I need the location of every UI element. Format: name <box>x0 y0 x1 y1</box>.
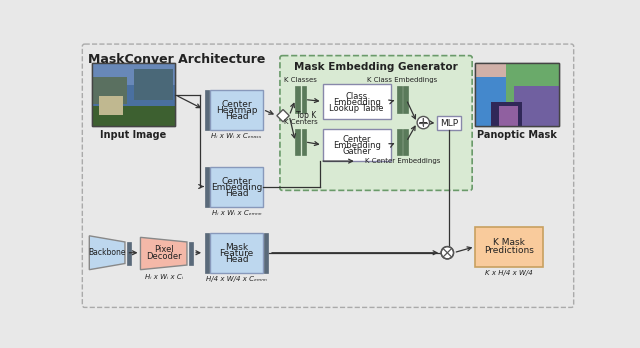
Bar <box>397 86 402 113</box>
Text: MaskConver Architecture: MaskConver Architecture <box>88 53 265 65</box>
Bar <box>92 77 127 104</box>
Text: Top K: Top K <box>296 111 316 120</box>
Bar <box>205 166 209 207</box>
Bar <box>189 242 193 265</box>
Bar <box>476 63 559 86</box>
Text: K Class Embeddings: K Class Embeddings <box>367 77 438 82</box>
Text: Hᵢ x Wᵢ x Cₑₙₐₛₛ: Hᵢ x Wᵢ x Cₑₙₐₛₛ <box>211 133 262 139</box>
Text: Hᵢ x Wᵢ x Cₑₘₙₙ: Hᵢ x Wᵢ x Cₑₘₙₙ <box>212 210 261 216</box>
Bar <box>403 86 408 113</box>
Bar <box>476 227 543 267</box>
Bar <box>499 106 518 126</box>
Text: K x H/4 x W/4: K x H/4 x W/4 <box>486 270 533 276</box>
Bar <box>264 233 268 273</box>
Polygon shape <box>277 110 289 122</box>
Bar <box>296 86 300 113</box>
Bar <box>301 86 307 113</box>
Polygon shape <box>90 236 125 270</box>
Text: Backbone: Backbone <box>88 248 126 257</box>
Text: Heatmap: Heatmap <box>216 106 257 115</box>
Circle shape <box>417 117 429 129</box>
Text: Mask: Mask <box>225 243 248 252</box>
Text: Center: Center <box>221 100 252 109</box>
Bar <box>476 63 559 126</box>
Bar <box>127 242 131 265</box>
Text: Head: Head <box>225 255 248 264</box>
Text: Panoptic Mask: Panoptic Mask <box>477 130 557 140</box>
Bar <box>92 63 175 126</box>
Bar <box>437 117 461 130</box>
Bar <box>99 96 123 115</box>
Text: Feature: Feature <box>220 249 253 258</box>
Text: Predictions: Predictions <box>484 246 534 255</box>
Text: Head: Head <box>225 189 248 198</box>
Bar <box>210 89 263 129</box>
Text: H/4 x W/4 x Cₑₘₙₙ: H/4 x W/4 x Cₑₘₙₙ <box>206 276 267 282</box>
Text: Center: Center <box>342 135 371 144</box>
Text: Class: Class <box>346 92 368 101</box>
Bar <box>92 63 175 88</box>
Bar <box>491 102 522 126</box>
FancyBboxPatch shape <box>83 44 573 307</box>
Text: Hᵢ x Wᵢ x Cᵢ: Hᵢ x Wᵢ x Cᵢ <box>145 274 182 280</box>
Bar <box>92 88 175 126</box>
Text: Embedding: Embedding <box>211 183 262 192</box>
Text: K Classes: K Classes <box>284 77 317 82</box>
Bar <box>506 63 559 102</box>
Bar <box>476 77 514 126</box>
FancyBboxPatch shape <box>280 56 472 190</box>
Bar <box>210 233 263 273</box>
Text: Mask Embedding Generator: Mask Embedding Generator <box>294 62 458 72</box>
Text: +: + <box>418 116 429 129</box>
Text: Center: Center <box>221 177 252 185</box>
Text: Pixel: Pixel <box>154 245 173 254</box>
Bar <box>296 129 300 155</box>
Bar <box>323 129 391 161</box>
Bar <box>210 166 263 207</box>
Bar <box>403 129 408 155</box>
Text: Gather: Gather <box>342 147 371 156</box>
Text: Input Image: Input Image <box>100 130 166 140</box>
Bar <box>476 63 559 126</box>
Bar <box>134 70 173 100</box>
Text: Decoder: Decoder <box>146 252 182 261</box>
Bar <box>514 86 559 126</box>
Text: Embedding: Embedding <box>333 98 381 107</box>
Text: MLP: MLP <box>440 119 458 128</box>
Text: Embedding: Embedding <box>333 141 381 150</box>
Bar <box>301 129 307 155</box>
Bar <box>205 233 209 273</box>
Text: Lookup Table: Lookup Table <box>330 104 384 113</box>
Text: K Centers: K Centers <box>284 119 317 125</box>
Polygon shape <box>140 237 187 270</box>
Text: K Mask: K Mask <box>493 238 525 247</box>
Circle shape <box>441 247 454 259</box>
Bar <box>397 129 402 155</box>
Bar <box>205 89 209 129</box>
Bar <box>92 85 175 106</box>
Text: K Center Embeddings: K Center Embeddings <box>365 158 440 164</box>
Text: Head: Head <box>225 112 248 121</box>
Bar <box>323 84 391 119</box>
Bar <box>92 63 175 126</box>
